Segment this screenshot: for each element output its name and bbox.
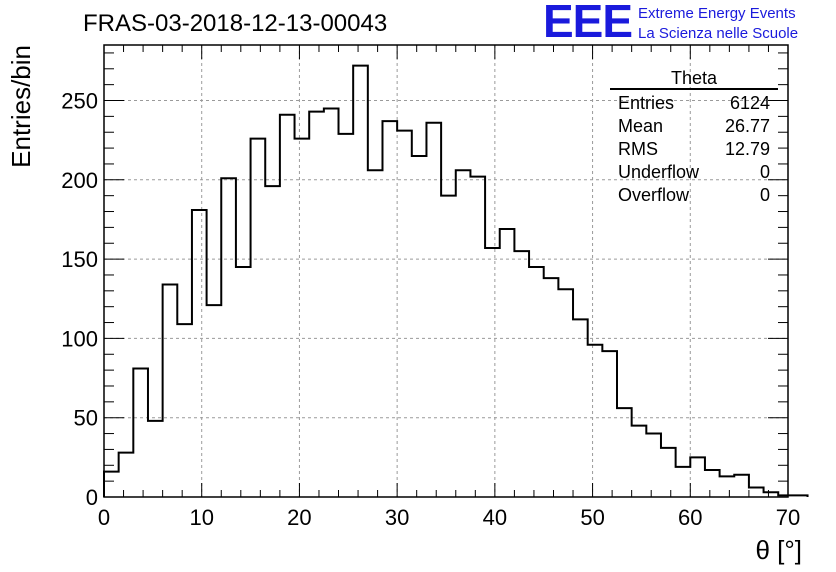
- histogram-bin: [119, 453, 134, 497]
- stats-divider: [610, 88, 778, 90]
- x-tick-label: 40: [483, 505, 507, 530]
- histogram-bin: [280, 115, 295, 497]
- stats-label: Underflow: [618, 162, 700, 182]
- y-tick-label: 150: [61, 247, 98, 272]
- histogram-bin: [661, 448, 676, 497]
- histogram-bin: [617, 408, 632, 497]
- stats-label: Mean: [618, 116, 664, 136]
- histogram-bin: [676, 467, 691, 497]
- y-tick-label: 50: [74, 406, 98, 431]
- stats-row-overflow: Overflow 0: [610, 184, 778, 207]
- histogram-bin: [426, 123, 441, 497]
- histogram-bin: [221, 178, 236, 497]
- stats-title: Theta: [670, 68, 718, 88]
- histogram-bin: [588, 345, 603, 497]
- histogram-bin: [456, 170, 471, 497]
- x-tick-label: 30: [385, 505, 409, 530]
- stats-box: Theta Entries 6124 Mean 26.77 RMS 12.79 …: [610, 68, 778, 207]
- grid-lines: [104, 45, 788, 497]
- histogram-bin: [382, 121, 397, 497]
- histogram-bin: [324, 108, 339, 497]
- histogram-bin: [148, 421, 163, 497]
- histogram-bin: [500, 229, 515, 497]
- stats-label: RMS: [618, 139, 658, 159]
- plot-frame: [103, 44, 789, 498]
- histogram-bin: [720, 476, 735, 497]
- histogram-bin: [339, 134, 354, 497]
- x-tick-label: 70: [776, 505, 800, 530]
- histogram-bin: [514, 251, 529, 497]
- x-tick-label: 20: [287, 505, 311, 530]
- histogram-bin: [544, 278, 559, 497]
- x-tick-label: 50: [580, 505, 604, 530]
- histogram-bin: [485, 248, 500, 497]
- histogram-bin: [309, 112, 324, 497]
- stats-value: 0: [759, 162, 770, 182]
- y-tick-label: 200: [61, 168, 98, 193]
- histogram-bin: [368, 170, 383, 497]
- histogram-bin: [177, 324, 192, 497]
- histogram-bin: [602, 351, 617, 497]
- logo-mark: EEE: [543, 0, 633, 47]
- stats-value: 26.77: [724, 116, 770, 136]
- histogram-bin: [529, 267, 544, 497]
- y-tick-label: 250: [61, 89, 98, 114]
- axis-ticks: [103, 45, 789, 498]
- histogram-bin: [690, 457, 705, 497]
- histogram-bin: [133, 369, 148, 497]
- stats-value: 0: [759, 185, 770, 205]
- histogram-bin: [470, 177, 485, 497]
- histogram-bin: [558, 289, 573, 497]
- histogram-bin: [104, 472, 119, 497]
- histogram-bin: [734, 475, 749, 497]
- histogram-bin: [207, 305, 222, 497]
- histogram-bin: [632, 426, 647, 497]
- stats-row-rms: RMS 12.79: [610, 138, 778, 161]
- y-tick-label: 100: [61, 326, 98, 351]
- histogram-bin: [353, 66, 368, 497]
- stats-row-entries: Entries 6124: [610, 92, 778, 115]
- y-tick-label: 0: [86, 485, 98, 510]
- x-tick-label: 0: [98, 505, 110, 530]
- histogram-bin: [397, 131, 412, 497]
- stats-value: 12.79: [724, 139, 770, 159]
- histogram-bin: [295, 139, 310, 497]
- y-axis-title: Entries/bin: [6, 45, 36, 168]
- logo-line-2: La Scienza nelle Scuole: [638, 25, 799, 42]
- histogram-bin: [573, 319, 588, 497]
- stats-row-mean: Mean 26.77: [610, 115, 778, 138]
- histogram-bin: [441, 196, 456, 497]
- histogram-bin: [251, 139, 266, 497]
- histogram-bin: [705, 470, 720, 497]
- histogram-bin: [646, 434, 661, 497]
- histogram-series: [103, 64, 809, 497]
- stats-row-underflow: Underflow 0: [610, 161, 778, 184]
- x-axis-title: θ [°]: [755, 535, 802, 565]
- x-tick-label: 60: [678, 505, 702, 530]
- stats-value: 6124: [729, 93, 770, 113]
- stats-label: Entries: [618, 93, 675, 113]
- histogram-bin: [163, 284, 178, 497]
- histogram-bin: [236, 267, 251, 497]
- tick-labels: 0 10 20 30 40 50 60 70 0 50 100 150 200 250: [61, 89, 800, 530]
- histogram-bin: [192, 210, 207, 497]
- x-tick-label: 10: [189, 505, 213, 530]
- logo-line-1: Extreme Energy Events: [638, 5, 796, 22]
- stats-label: Overflow: [618, 185, 690, 205]
- histogram-bin: [265, 186, 280, 497]
- chart-title: FRAS-03-2018-12-13-00043: [83, 10, 388, 37]
- histogram-bin: [749, 487, 764, 497]
- histogram-bin: [412, 156, 427, 497]
